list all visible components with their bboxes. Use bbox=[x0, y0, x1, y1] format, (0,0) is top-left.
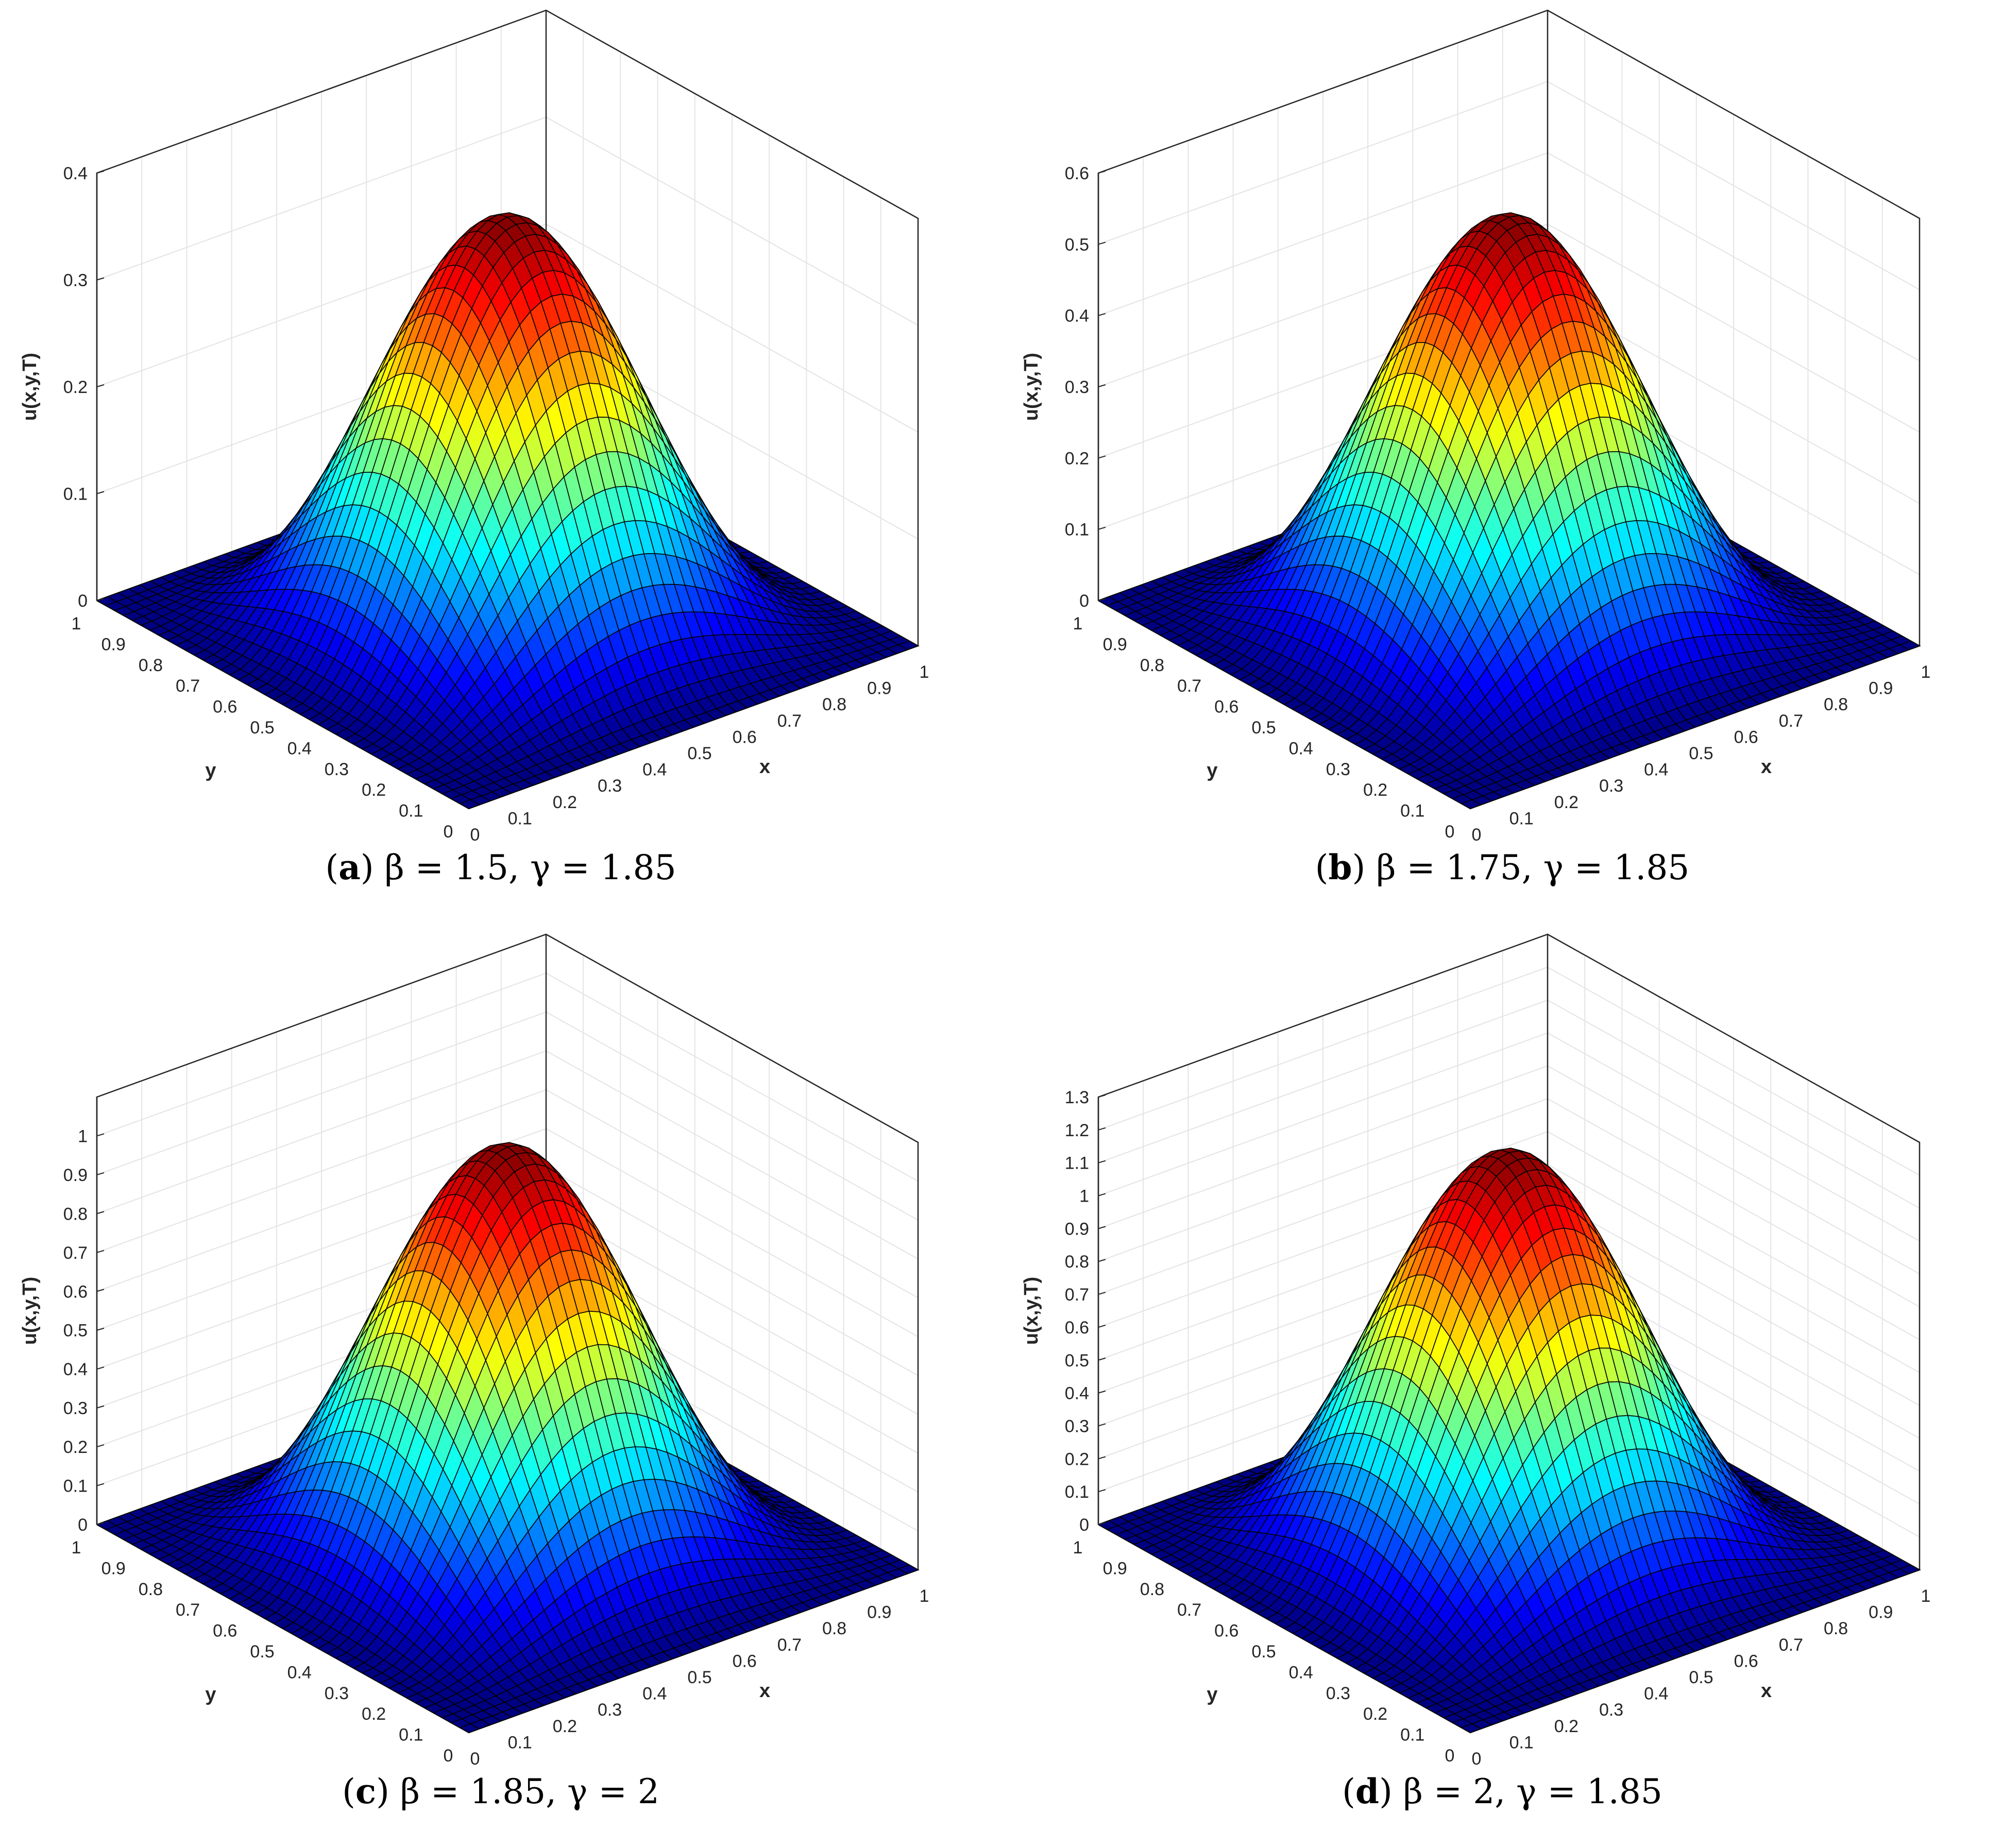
x-tick-label: 0.5 bbox=[687, 744, 711, 763]
y-axis-label: y bbox=[1207, 760, 1217, 781]
y-tick-label: 1 bbox=[1073, 614, 1083, 634]
x-tick-label: 0.2 bbox=[1554, 793, 1578, 812]
x-tick-label: 0.6 bbox=[1734, 727, 1758, 747]
y-tick-label: 0.2 bbox=[1363, 780, 1387, 800]
z-tick-label: 0.4 bbox=[1065, 306, 1089, 326]
z-tick-label: 0.2 bbox=[63, 378, 88, 397]
z-tick-label: 0.2 bbox=[1065, 449, 1089, 468]
caption-formula-b: β = 1.75, γ = 1.85 bbox=[1376, 848, 1689, 887]
figure-panel-a: 0 0.1 0.2 0.3 0.4 0 0.1 0.2 0.3 0.4 0.5 0.6 0.7 0.8 0.… bbox=[0, 0, 1002, 924]
caption-label-b: b bbox=[1328, 847, 1352, 887]
z-tick-label: 0 bbox=[1079, 591, 1089, 611]
x-tick-label: 0.3 bbox=[1599, 776, 1623, 796]
y-tick-label: 0.3 bbox=[325, 760, 349, 779]
x-tick-label: 0.8 bbox=[822, 695, 846, 714]
y-tick-label: 0.9 bbox=[101, 635, 126, 654]
z-tick-label: 0.3 bbox=[1065, 378, 1089, 397]
y-tick-label: 0.3 bbox=[1326, 760, 1350, 779]
x-tick-label: 0.9 bbox=[1869, 679, 1893, 698]
y-tick-label: 0.5 bbox=[1251, 718, 1276, 738]
caption-b: (b) β = 1.75, γ = 1.85 bbox=[1002, 847, 2003, 887]
y-tick-label: 0.4 bbox=[287, 739, 312, 758]
z-axis-label: u(x,y,T) bbox=[1021, 353, 1042, 421]
y-tick-label: 0.5 bbox=[250, 718, 274, 738]
y-tick-label: 0.6 bbox=[1214, 697, 1238, 717]
y-tick-label: 1 bbox=[72, 614, 81, 634]
y-tick-label: 0.8 bbox=[139, 656, 163, 675]
y-tick-label: 0.7 bbox=[1177, 676, 1201, 696]
figure-panel-b: 0 0.1 0.2 0.3 0.4 0.5 0.6 0 0.1 0.2 0.3 0.4 0.5 0.6 0.… bbox=[1002, 0, 2003, 924]
x-tick-label: 0.1 bbox=[508, 809, 532, 828]
y-tick-label: 0.6 bbox=[213, 697, 237, 717]
z-tick-label: 0.1 bbox=[1065, 520, 1089, 540]
z-tick-label: 0.1 bbox=[63, 485, 88, 504]
x-axis-label: x bbox=[759, 756, 770, 778]
x-tick-label: 0 bbox=[1472, 825, 1482, 845]
y-tick-label: 0.8 bbox=[1140, 656, 1164, 675]
x-tick-label: 0.4 bbox=[642, 760, 667, 780]
x-tick-label: 0.7 bbox=[777, 711, 802, 731]
y-axis-label: y bbox=[205, 760, 216, 781]
x-tick-label: 0 bbox=[470, 825, 480, 845]
x-tick-label: 0.1 bbox=[1509, 809, 1534, 828]
surface-plot-b: 0 0.1 0.2 0.3 0.4 0.5 0.6 0 0.1 0.2 0.3 0.4 0.5 0.6 0.… bbox=[1002, 0, 2003, 845]
surface-plot-a: 0 0.1 0.2 0.3 0.4 0 0.1 0.2 0.3 0.4 0.5 0.6 0.7 0.8 0.… bbox=[0, 0, 1002, 845]
y-tick-label: 0.7 bbox=[176, 676, 200, 696]
z-tick-label: 0.5 bbox=[1065, 235, 1089, 254]
z-tick-label: 0.3 bbox=[63, 271, 88, 290]
caption-a: (a) β = 1.5, γ = 1.85 bbox=[0, 847, 1002, 887]
y-tick-label: 0.1 bbox=[399, 801, 423, 821]
caption-formula-a: β = 1.5, γ = 1.85 bbox=[385, 848, 676, 887]
surface-plot-c: 00.10.20.30.40.50.60.70.80.9100.10.20.30… bbox=[0, 924, 1002, 1769]
y-tick-label: 0.2 bbox=[362, 780, 386, 800]
z-tick-label: 0 bbox=[78, 591, 88, 611]
y-tick-label: 0 bbox=[1445, 822, 1455, 842]
z-axis-label: u(x,y,T) bbox=[19, 353, 41, 421]
x-tick-label: 0.8 bbox=[1824, 695, 1848, 714]
x-tick-label: 0.3 bbox=[598, 776, 622, 796]
z-tick-label: 0.6 bbox=[1065, 164, 1089, 183]
x-tick-label: 0.2 bbox=[553, 793, 577, 812]
caption-label-a: a bbox=[338, 847, 361, 887]
y-tick-label: 0.9 bbox=[1103, 635, 1127, 654]
x-tick-label: 1 bbox=[920, 662, 929, 682]
x-tick-label: 1 bbox=[1921, 662, 1931, 682]
x-axis-label: x bbox=[1761, 756, 1772, 778]
x-tick-label: 0.7 bbox=[1779, 711, 1803, 731]
x-tick-label: 0.6 bbox=[733, 727, 757, 747]
x-tick-label: 0.5 bbox=[1689, 744, 1713, 763]
x-tick-label: 0.9 bbox=[867, 679, 891, 698]
y-tick-label: 0.4 bbox=[1289, 739, 1313, 758]
y-tick-label: 0.1 bbox=[1400, 801, 1424, 821]
y-tick-label: 0 bbox=[444, 822, 453, 842]
z-tick-label: 0.4 bbox=[63, 164, 88, 183]
x-tick-label: 0.4 bbox=[1644, 760, 1668, 780]
